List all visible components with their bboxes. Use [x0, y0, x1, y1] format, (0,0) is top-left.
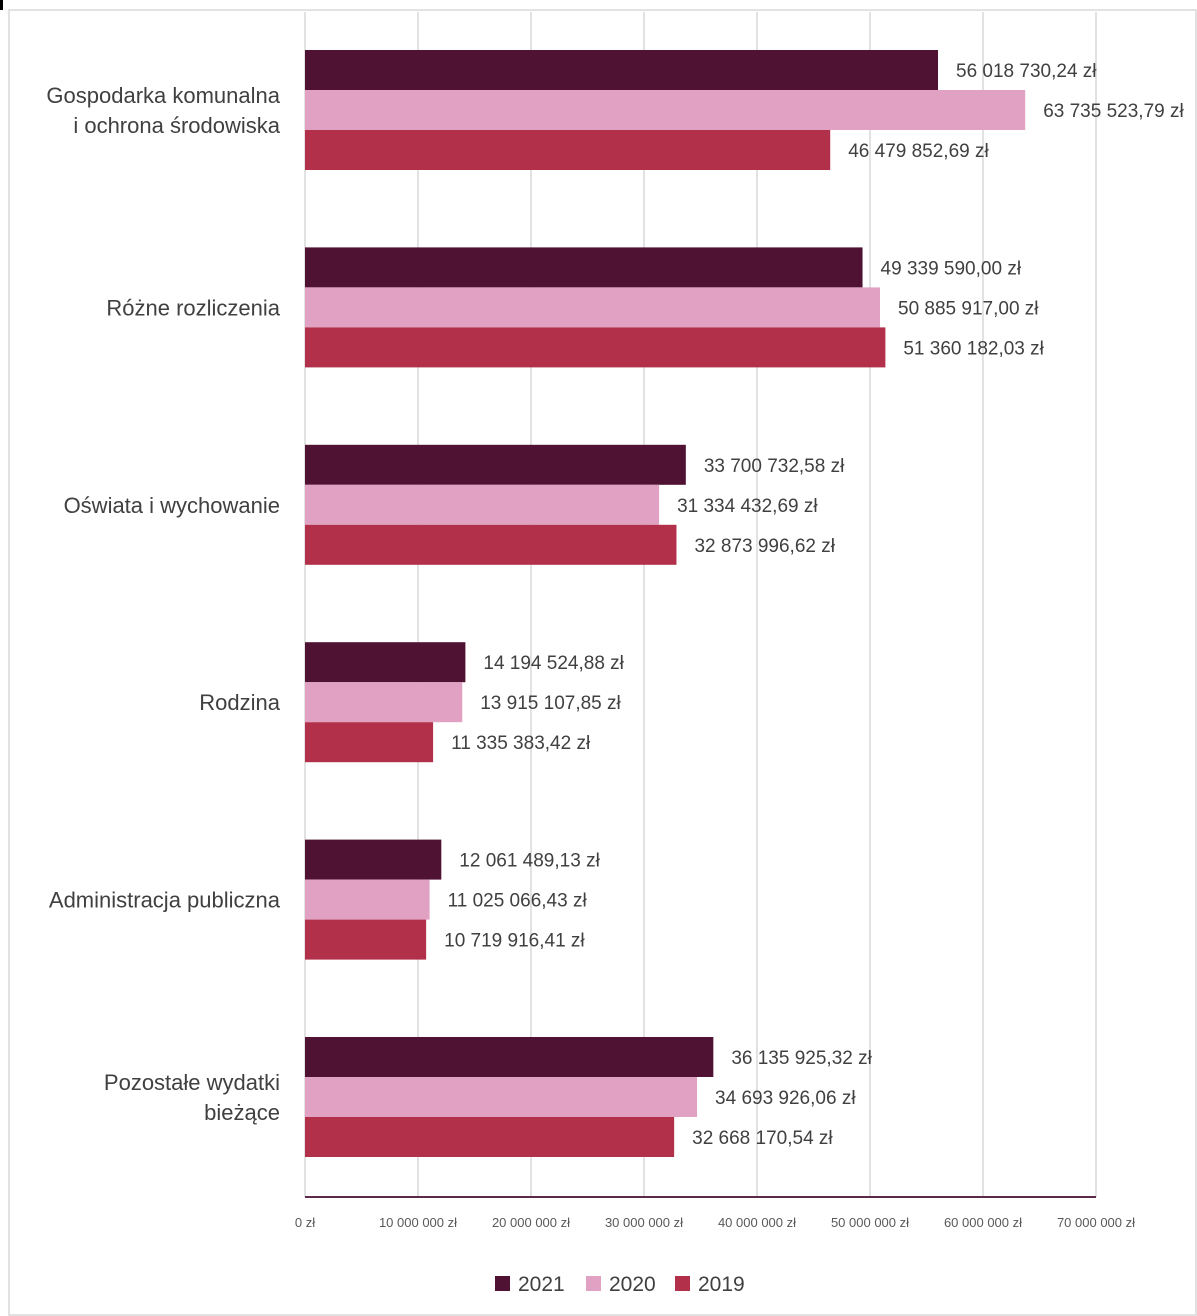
- category-label: Różne rozliczenia: [106, 295, 280, 320]
- bar-2021: [305, 642, 466, 683]
- category-label: Gospodarka komunalna: [46, 83, 280, 108]
- x-tick-label: 40 000 000 zł: [718, 1215, 796, 1230]
- category-label: Administracja publiczna: [49, 888, 281, 913]
- bar-2020: [305, 682, 463, 723]
- bar-2021: [305, 839, 442, 880]
- bar-2021: [305, 444, 686, 485]
- data-labels: 56 018 730,24 zł 63 735 523,79 zł 46 479 8…: [444, 61, 1184, 1149]
- x-tick-label: 50 000 000 zł: [831, 1215, 909, 1230]
- legend-label-2020: 2020: [609, 1273, 656, 1296]
- category-label: Rodzina: [199, 690, 280, 715]
- data-label: 32 873 996,62 zł: [694, 536, 835, 557]
- legend-swatch-2019: [675, 1276, 690, 1291]
- legend-swatch-2020: [586, 1276, 601, 1291]
- bar-2019: [305, 524, 677, 565]
- data-label: 46 479 852,69 zł: [848, 141, 989, 162]
- data-label: 50 885 917,00 zł: [898, 298, 1039, 319]
- data-label: 33 700 732,58 zł: [704, 456, 845, 477]
- category-label: Oświata i wychowanie: [64, 493, 280, 518]
- x-tick-label: 0 zł: [295, 1215, 315, 1230]
- category-labels: Gospodarka komunalna i ochrona środowiska…: [46, 83, 280, 1125]
- bar-2019: [305, 1117, 675, 1157]
- legend-swatch-2021: [495, 1276, 510, 1291]
- data-label: 51 360 182,03 zł: [903, 338, 1044, 359]
- bar-2019: [305, 130, 831, 170]
- bar-2019: [305, 722, 434, 763]
- bar-2020: [305, 1077, 698, 1117]
- x-tick-labels: 0 zł 10 000 000 zł 20 000 000 zł 30 000 000…: [295, 1215, 1135, 1230]
- category-label: bieżące: [204, 1100, 280, 1125]
- data-label: 14 194 524,88 zł: [483, 653, 624, 674]
- x-tick-label: 60 000 000 zł: [944, 1215, 1022, 1230]
- data-label: 31 334 432,69 zł: [677, 496, 818, 517]
- bar-2020: [305, 90, 1026, 130]
- bar-2020: [305, 484, 660, 525]
- gridlines: [304, 12, 1097, 1197]
- data-label: 34 693 926,06 zł: [715, 1088, 856, 1109]
- corner-mark: [0, 0, 3, 10]
- category-label: i ochrona środowiska: [73, 113, 280, 138]
- data-label: 49 339 590,00 zł: [881, 258, 1022, 279]
- bars: [305, 50, 1026, 1157]
- x-tick-label: 30 000 000 zł: [605, 1215, 683, 1230]
- category-label: Pozostałe wydatki: [104, 1070, 280, 1095]
- data-label: 56 018 730,24 zł: [956, 61, 1097, 82]
- data-label: 13 915 107,85 zł: [480, 693, 621, 714]
- bar-2021: [305, 247, 863, 288]
- data-label: 63 735 523,79 zł: [1043, 101, 1184, 122]
- legend: 2021 2020 2019: [495, 1273, 745, 1296]
- data-label: 11 335 383,42 zł: [451, 733, 591, 754]
- bar-2020: [305, 879, 430, 920]
- bar-2021: [305, 1037, 714, 1077]
- bar-2021: [305, 50, 939, 90]
- x-tick-label: 20 000 000 zł: [492, 1215, 570, 1230]
- data-label: 12 061 489,13 zł: [459, 851, 600, 872]
- bar-2019: [305, 327, 886, 368]
- legend-label-2021: 2021: [518, 1273, 565, 1296]
- bar-2020: [305, 287, 881, 328]
- data-label: 36 135 925,32 zł: [731, 1048, 872, 1069]
- x-tick-label: 70 000 000 zł: [1057, 1215, 1135, 1230]
- data-label: 10 719 916,41 zł: [444, 931, 585, 952]
- data-label: 11 025 066,43 zł: [448, 891, 588, 912]
- legend-label-2019: 2019: [698, 1273, 745, 1296]
- x-tick-label: 10 000 000 zł: [379, 1215, 457, 1230]
- bar-2019: [305, 919, 427, 960]
- data-label: 32 668 170,54 zł: [692, 1128, 833, 1149]
